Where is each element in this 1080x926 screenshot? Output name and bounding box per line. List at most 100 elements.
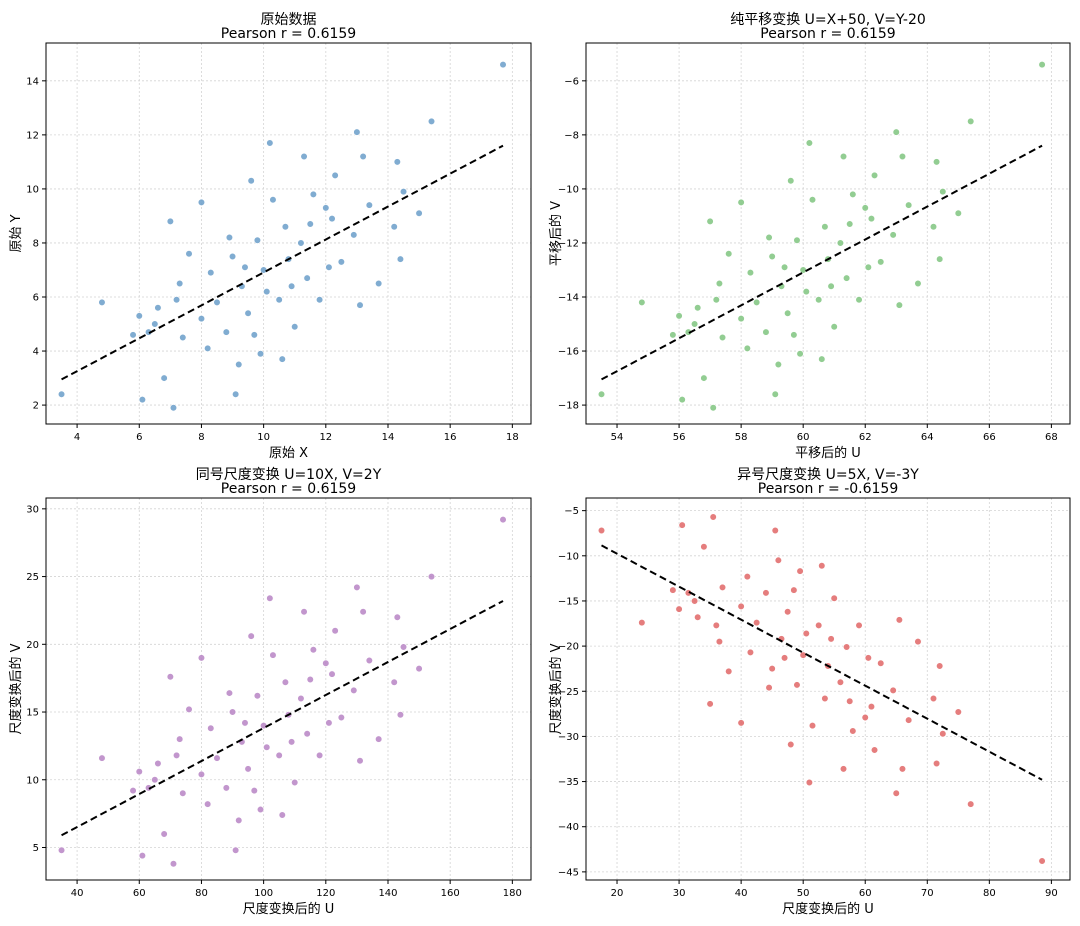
x-tick-label: 56 bbox=[673, 432, 686, 443]
data-point bbox=[709, 404, 717, 412]
data-point bbox=[706, 217, 714, 225]
data-point bbox=[700, 543, 708, 551]
data-point bbox=[737, 198, 745, 207]
data-point bbox=[138, 852, 146, 860]
data-point bbox=[185, 250, 193, 258]
data-point bbox=[325, 263, 333, 271]
data-point bbox=[849, 190, 857, 198]
data-point bbox=[836, 678, 845, 686]
data-point bbox=[914, 637, 922, 646]
data-point bbox=[365, 656, 373, 665]
y-tick-label: −18 bbox=[558, 401, 579, 412]
data-point bbox=[241, 719, 249, 727]
data-point bbox=[393, 613, 401, 621]
data-point bbox=[870, 746, 879, 754]
data-point bbox=[892, 128, 900, 136]
y-tick-label: 30 bbox=[26, 504, 39, 515]
data-point bbox=[232, 390, 240, 398]
y-axis-label: 原始 Y bbox=[9, 214, 24, 252]
data-point bbox=[415, 209, 423, 217]
data-point bbox=[172, 296, 181, 304]
data-point bbox=[936, 662, 944, 670]
data-point bbox=[129, 786, 137, 795]
data-point bbox=[889, 231, 897, 239]
y-tick-label: 6 bbox=[33, 293, 39, 304]
data-point bbox=[232, 846, 240, 854]
data-point bbox=[790, 331, 798, 339]
data-point bbox=[774, 360, 782, 369]
data-point bbox=[861, 204, 869, 212]
y-tick-label: 15 bbox=[26, 708, 39, 719]
data-point bbox=[849, 727, 857, 735]
data-point bbox=[197, 654, 206, 662]
regression-line bbox=[61, 144, 504, 381]
data-point bbox=[839, 152, 848, 161]
plot-frame bbox=[45, 497, 532, 881]
data-point bbox=[669, 331, 677, 339]
scatter-points bbox=[57, 516, 507, 868]
x-tick-label: 40 bbox=[735, 888, 748, 899]
data-point bbox=[597, 390, 606, 398]
data-point bbox=[213, 298, 221, 307]
data-point bbox=[325, 719, 333, 727]
chart-subtitle: Pearson r = 0.6159 bbox=[760, 26, 895, 42]
data-point bbox=[204, 800, 212, 808]
x-axis-label: 原始 X bbox=[269, 446, 308, 461]
x-tick-label: 180 bbox=[503, 888, 522, 899]
data-point bbox=[250, 331, 258, 339]
y-tick-label: −14 bbox=[558, 293, 579, 304]
data-point bbox=[861, 713, 869, 722]
data-point bbox=[843, 643, 851, 651]
data-point bbox=[197, 198, 206, 207]
data-point bbox=[954, 708, 962, 716]
data-point bbox=[98, 298, 106, 307]
data-point bbox=[805, 139, 813, 147]
data-point bbox=[765, 684, 773, 692]
data-point bbox=[784, 608, 792, 616]
data-point bbox=[306, 220, 314, 228]
data-point bbox=[225, 233, 234, 242]
data-point bbox=[328, 670, 336, 678]
data-point bbox=[796, 350, 804, 358]
x-axis-label: 尺度变换后的 U bbox=[243, 901, 335, 917]
data-point bbox=[222, 328, 230, 336]
data-point bbox=[718, 583, 727, 592]
data-point bbox=[235, 816, 243, 824]
data-point bbox=[337, 258, 345, 266]
data-point bbox=[597, 526, 606, 535]
data-point bbox=[250, 786, 258, 795]
data-point bbox=[185, 705, 193, 713]
data-point bbox=[864, 654, 872, 662]
y-tick-label: 20 bbox=[26, 640, 39, 651]
y-tick-label: 14 bbox=[26, 76, 39, 87]
scatter-points bbox=[57, 61, 507, 412]
data-point bbox=[818, 562, 826, 570]
data-point bbox=[228, 252, 237, 261]
data-point bbox=[260, 721, 268, 730]
data-point bbox=[151, 776, 159, 784]
y-tick-label: −8 bbox=[564, 130, 579, 141]
data-point bbox=[780, 654, 789, 662]
data-point bbox=[303, 730, 311, 738]
data-point bbox=[895, 616, 903, 624]
y-tick-label: 5 bbox=[33, 843, 39, 854]
data-point bbox=[936, 255, 944, 263]
data-point bbox=[365, 201, 373, 209]
data-point bbox=[678, 396, 686, 404]
data-point bbox=[204, 344, 212, 352]
data-point bbox=[774, 556, 782, 564]
data-point bbox=[753, 298, 761, 307]
x-tick-label: 12 bbox=[319, 432, 332, 443]
data-point bbox=[839, 765, 848, 773]
data-point bbox=[322, 204, 330, 212]
y-axis-label: 尺度变换后的 V bbox=[548, 643, 564, 734]
data-point bbox=[225, 689, 234, 697]
y-tick-label: 25 bbox=[26, 572, 39, 583]
data-point bbox=[197, 770, 206, 778]
data-point bbox=[288, 738, 296, 746]
data-point bbox=[898, 152, 907, 161]
data-point bbox=[737, 719, 745, 727]
x-tick-label: 64 bbox=[921, 432, 934, 443]
x-tick-label: 60 bbox=[859, 888, 872, 899]
data-point bbox=[802, 287, 810, 296]
